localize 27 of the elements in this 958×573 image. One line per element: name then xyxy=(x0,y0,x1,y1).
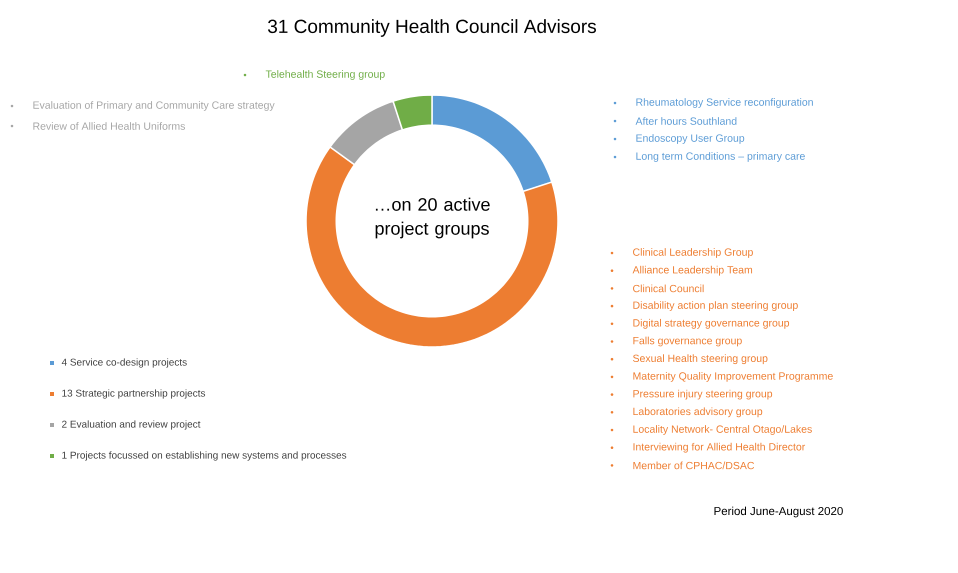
text: Maternity Quality Improvement Programme xyxy=(633,372,833,382)
text: Evaluation of Primary and Community Care strategy xyxy=(33,101,275,111)
text: …on 20 active project groups xyxy=(376,198,490,238)
text: Endoscopy User Group xyxy=(636,134,744,144)
text: Digital strategy governance group xyxy=(633,318,790,329)
text: Interviewing for Allied Health Director xyxy=(634,442,806,453)
text: Clinical Leadership Group xyxy=(633,248,753,258)
text: Sexual Health steering group xyxy=(633,354,768,364)
text: Member of CPHAC/DSAC xyxy=(633,462,754,470)
text: Laboratories advisory group xyxy=(633,407,762,418)
text: Pressure injury steering group xyxy=(633,390,772,400)
text: Review of Allied Health Uniforms xyxy=(33,122,186,130)
text: Clinical Council xyxy=(633,284,704,292)
text: After hours Southland xyxy=(636,117,736,125)
legend-label: 1 Projects focussed on establishing new systems and processes xyxy=(62,451,346,461)
text: Alliance Leadership Team xyxy=(632,266,752,276)
chart-title: 31 Community Health Council Advisors xyxy=(268,19,596,37)
legend-label: 13 Strategic partnership projects xyxy=(62,389,206,399)
text: Long term Conditions – primary care xyxy=(636,152,805,162)
text: Telehealth Steering group xyxy=(266,70,385,80)
text: Falls governance group xyxy=(633,336,742,346)
legend-label: 2 Evaluation and review project xyxy=(62,420,200,430)
text: Rheumatology Service reconfiguration xyxy=(636,98,813,108)
text: Locality Network- Central Otago/Lakes xyxy=(633,425,812,435)
legend-label: 4 Service co-design projects xyxy=(62,358,187,368)
text: Disability action plan steering group xyxy=(633,301,798,311)
text: Period June-August 2020 xyxy=(714,506,843,518)
